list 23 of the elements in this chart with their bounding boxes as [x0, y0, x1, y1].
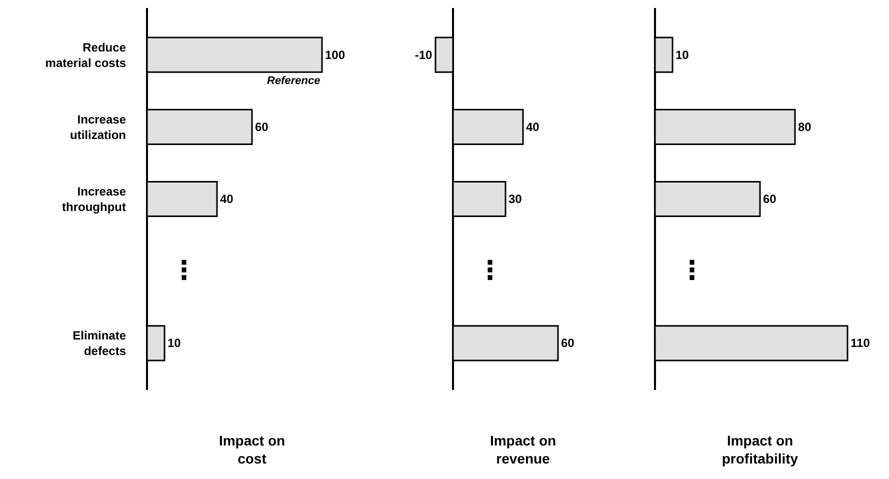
- y-tick-label: Reduce material costs: [45, 40, 126, 70]
- data-label: -10: [414, 48, 432, 62]
- data-label: 10: [676, 48, 690, 62]
- y-tick-label: Eliminate defects: [72, 328, 126, 358]
- y-tick-label: Increase utilization: [70, 112, 126, 142]
- x-axis-title: Impact on profitability: [722, 432, 798, 466]
- data-label: 60: [763, 192, 777, 206]
- annotation: ⋮: [679, 256, 705, 286]
- annotation: ⋮: [477, 256, 503, 286]
- data-label: 40: [220, 192, 234, 206]
- annotation: Reference: [267, 75, 320, 87]
- data-label: 10: [168, 336, 182, 350]
- data-label: 60: [561, 336, 575, 350]
- data-label: 100: [325, 48, 346, 62]
- data-label: 110: [850, 336, 870, 350]
- y-tick-label: Increase throughput: [62, 184, 126, 214]
- data-label: 30: [508, 192, 522, 206]
- annotation: ⋮: [171, 256, 197, 286]
- x-axis-title: Impact on cost: [218, 432, 286, 466]
- data-label: 40: [526, 120, 540, 134]
- data-label: 80: [798, 120, 812, 134]
- x-axis-title: Impact on revenue: [490, 432, 556, 466]
- data-label: 60: [255, 120, 269, 134]
